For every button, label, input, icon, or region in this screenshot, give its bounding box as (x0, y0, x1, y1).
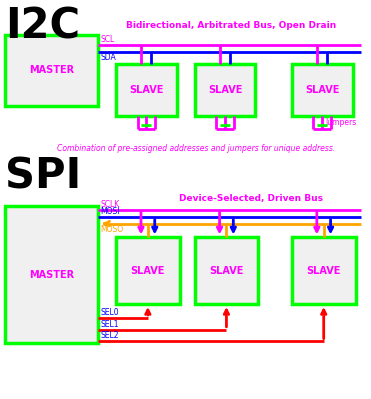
Text: SCL: SCL (100, 35, 115, 44)
Text: SLAVE: SLAVE (131, 266, 165, 276)
Text: SDA: SDA (100, 53, 116, 61)
Text: MASTER: MASTER (29, 270, 74, 280)
Text: SLAVE: SLAVE (305, 85, 339, 95)
Bar (292, 64, 353, 115)
Text: I2C: I2C (5, 6, 80, 47)
Text: SLAVE: SLAVE (306, 266, 341, 276)
Bar (5, 206, 98, 344)
Text: Device-Selected, Driven Bus: Device-Selected, Driven Bus (178, 194, 322, 203)
Text: SPI: SPI (5, 156, 81, 198)
Text: SCLK: SCLK (100, 200, 119, 209)
Text: Bidirectional, Arbitrated Bus, Open Drain: Bidirectional, Arbitrated Bus, Open Drai… (126, 21, 336, 30)
Text: SEL2: SEL2 (100, 332, 119, 340)
Bar (5, 35, 98, 106)
Bar (194, 237, 258, 304)
Text: SEL0: SEL0 (100, 308, 119, 317)
Text: MASTER: MASTER (29, 65, 74, 75)
Bar (116, 237, 180, 304)
Text: SLAVE: SLAVE (209, 266, 244, 276)
Text: SLAVE: SLAVE (208, 85, 242, 95)
Bar (292, 237, 356, 304)
Text: MOSO: MOSO (100, 225, 123, 233)
Text: Jumpers: Jumpers (325, 118, 357, 127)
Text: MOSI: MOSI (100, 207, 120, 216)
Bar (194, 64, 255, 115)
Text: SLAVE: SLAVE (129, 85, 164, 95)
Text: SEL1: SEL1 (100, 320, 119, 329)
Text: Combination of pre-assigned addresses and jumpers for unique address.: Combination of pre-assigned addresses an… (58, 144, 336, 153)
Bar (116, 64, 177, 115)
